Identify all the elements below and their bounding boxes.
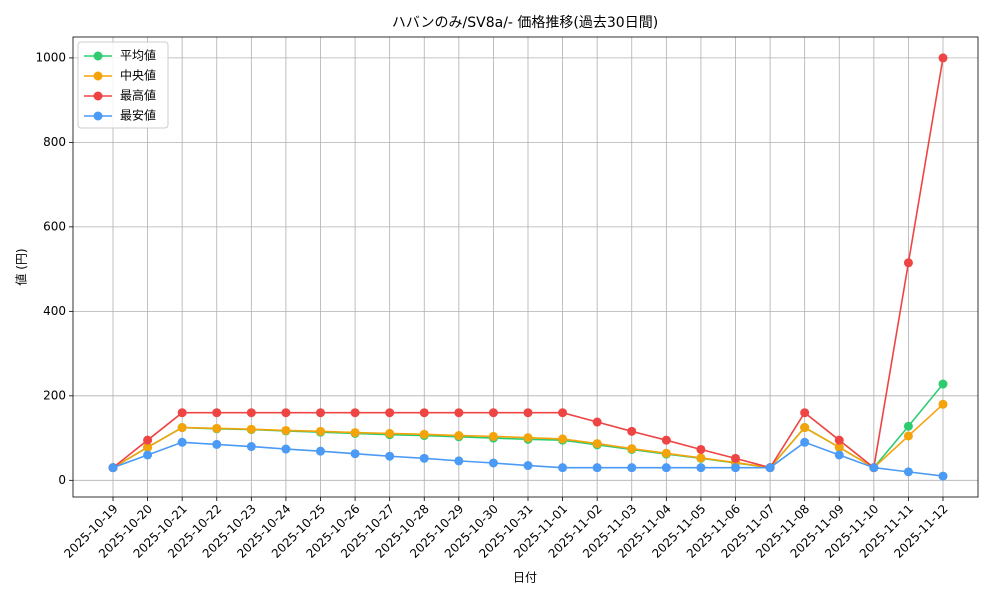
plot-frame (72, 36, 979, 498)
point (869, 463, 879, 473)
chart-title: ハバンのみ/SV8a/- 価格推移(過去30日間) (392, 15, 658, 31)
point (903, 467, 913, 477)
point (316, 446, 325, 456)
legend-marker (93, 91, 103, 101)
point (903, 421, 913, 431)
point (419, 408, 429, 418)
point (765, 463, 775, 473)
point (800, 423, 810, 433)
point (938, 379, 948, 389)
point (488, 431, 498, 441)
point (592, 439, 602, 449)
point (143, 442, 153, 452)
point (523, 433, 533, 443)
y-tick-label: 800 (43, 135, 66, 149)
y-tick-label: 1000 (35, 50, 66, 64)
y-axis-label: 値 (円) (14, 248, 29, 285)
point (350, 408, 360, 418)
point (143, 435, 153, 445)
point (212, 423, 222, 433)
point (385, 428, 395, 438)
legend-label: 最安値 (120, 108, 156, 123)
point (938, 471, 948, 481)
point (419, 453, 429, 463)
point (558, 463, 568, 473)
point (108, 463, 118, 473)
point (488, 408, 498, 418)
point (834, 442, 844, 452)
point (903, 431, 913, 441)
point (523, 408, 533, 418)
y-tick-label: 0 (58, 473, 66, 487)
point (627, 426, 637, 436)
point (523, 461, 533, 471)
point (281, 425, 291, 435)
y-tick-label: 200 (43, 388, 66, 402)
point (385, 451, 395, 461)
point (177, 423, 187, 433)
point (661, 448, 671, 458)
x-axis-label: 日付 (513, 571, 537, 585)
point (938, 53, 948, 63)
point (350, 428, 360, 438)
point (350, 449, 360, 459)
point (177, 408, 187, 418)
y-tick-label: 600 (43, 219, 66, 233)
point (419, 429, 429, 439)
point (558, 408, 568, 418)
point (454, 456, 464, 466)
legend-marker (93, 71, 103, 81)
point (834, 435, 844, 445)
point (696, 453, 706, 463)
point (454, 431, 464, 441)
point (454, 408, 464, 418)
point (385, 408, 395, 418)
point (731, 463, 740, 473)
point (592, 463, 602, 473)
point (800, 437, 810, 447)
point (661, 435, 671, 445)
legend-label: 最高値 (120, 88, 156, 103)
legend-label: 平均値 (120, 48, 156, 63)
point (177, 437, 187, 447)
point (281, 444, 291, 454)
point (731, 453, 740, 463)
point (212, 408, 222, 418)
point (661, 463, 671, 473)
point (800, 408, 810, 418)
legend-label: 中央値 (120, 68, 156, 83)
legend-marker (93, 111, 103, 121)
point (488, 458, 498, 468)
point (316, 408, 325, 418)
point (696, 444, 706, 454)
legend-box (77, 41, 169, 129)
point (246, 442, 256, 452)
point (281, 408, 291, 418)
point (627, 444, 637, 454)
point (558, 434, 568, 444)
point (696, 463, 706, 473)
y-tick-label: 400 (43, 304, 66, 318)
point (627, 463, 637, 473)
point (938, 399, 948, 409)
point (903, 258, 913, 268)
point (592, 417, 602, 427)
legend-marker (93, 51, 103, 61)
point (143, 450, 153, 460)
point (212, 439, 222, 449)
point (246, 424, 256, 434)
point (246, 408, 256, 418)
point (834, 450, 844, 460)
point (316, 426, 325, 436)
